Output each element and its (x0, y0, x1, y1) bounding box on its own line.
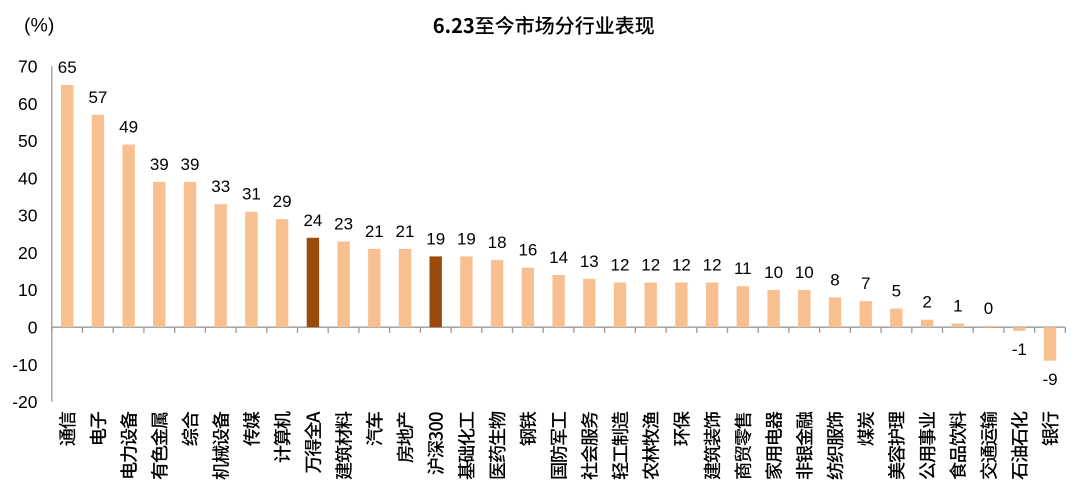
svg-text:10: 10 (795, 263, 814, 282)
svg-text:19: 19 (426, 229, 445, 248)
svg-text:50: 50 (18, 131, 38, 151)
svg-text:2: 2 (922, 293, 931, 312)
svg-text:20: 20 (18, 243, 38, 263)
svg-text:12: 12 (672, 256, 691, 275)
svg-text:23: 23 (334, 215, 353, 234)
svg-text:8: 8 (830, 270, 839, 289)
svg-text:14: 14 (549, 248, 568, 267)
svg-text:5: 5 (892, 282, 901, 301)
svg-text:-1: -1 (1012, 340, 1027, 359)
svg-text:-20: -20 (12, 392, 38, 412)
svg-text:18: 18 (488, 233, 507, 252)
svg-text:-10: -10 (12, 355, 38, 375)
svg-text:0: 0 (984, 299, 993, 318)
svg-text:7: 7 (861, 274, 870, 293)
svg-text:33: 33 (211, 177, 230, 196)
svg-text:-9: -9 (1042, 370, 1057, 389)
svg-text:19: 19 (457, 229, 476, 248)
svg-text:40: 40 (18, 168, 38, 188)
svg-text:0: 0 (28, 318, 38, 338)
svg-text:12: 12 (703, 256, 722, 275)
svg-text:(%): (%) (24, 15, 54, 37)
svg-text:49: 49 (119, 118, 138, 137)
svg-text:57: 57 (88, 88, 107, 107)
svg-text:30: 30 (18, 206, 38, 226)
svg-text:10: 10 (764, 263, 783, 282)
svg-text:29: 29 (273, 192, 292, 211)
svg-text:60: 60 (18, 94, 38, 114)
svg-text:1: 1 (953, 297, 962, 316)
svg-text:16: 16 (518, 241, 537, 260)
svg-text:31: 31 (242, 185, 261, 204)
svg-text:70: 70 (18, 57, 38, 77)
svg-text:10: 10 (18, 280, 38, 300)
svg-text:12: 12 (641, 256, 660, 275)
svg-text:21: 21 (396, 222, 415, 241)
svg-text:24: 24 (303, 211, 322, 230)
svg-text:39: 39 (181, 155, 200, 174)
svg-text:11: 11 (734, 259, 752, 278)
svg-text:21: 21 (365, 222, 384, 241)
svg-text:65: 65 (58, 58, 77, 77)
svg-text:39: 39 (150, 155, 169, 174)
svg-text:12: 12 (611, 256, 630, 275)
svg-text:13: 13 (580, 252, 599, 271)
